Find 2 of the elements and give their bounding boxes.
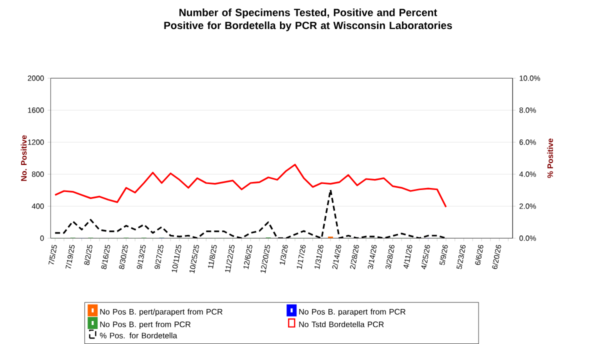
line-series [54, 164, 447, 208]
chart-title: Number of Specimens Tested, Positive and Percent Positive for Bordetella by PCR at Wisconsin Laboratories [164, 8, 452, 32]
